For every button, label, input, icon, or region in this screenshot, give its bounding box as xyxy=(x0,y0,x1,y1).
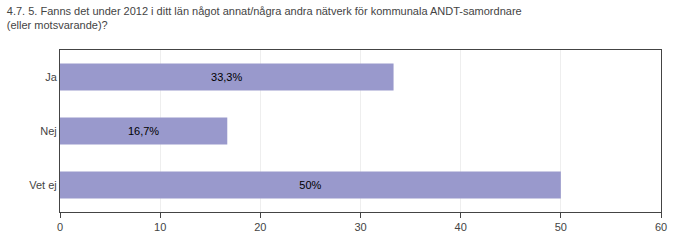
svg-text:16,7%: 16,7% xyxy=(128,125,159,137)
svg-text:50%: 50% xyxy=(299,179,321,191)
svg-text:20: 20 xyxy=(254,221,266,233)
svg-text:30: 30 xyxy=(354,221,366,233)
svg-text:10: 10 xyxy=(154,221,166,233)
svg-text:60: 60 xyxy=(655,221,667,233)
svg-text:Ja: Ja xyxy=(45,71,58,83)
svg-text:Nej: Nej xyxy=(40,125,57,137)
svg-text:40: 40 xyxy=(455,221,467,233)
svg-text:4.7. 5. Fanns det under 2012 i: 4.7. 5. Fanns det under 2012 i ditt län … xyxy=(7,5,522,31)
svg-text:Vet ej: Vet ej xyxy=(29,179,57,191)
svg-text:0: 0 xyxy=(57,221,63,233)
svg-text:33,3%: 33,3% xyxy=(211,71,242,83)
svg-text:50: 50 xyxy=(555,221,567,233)
